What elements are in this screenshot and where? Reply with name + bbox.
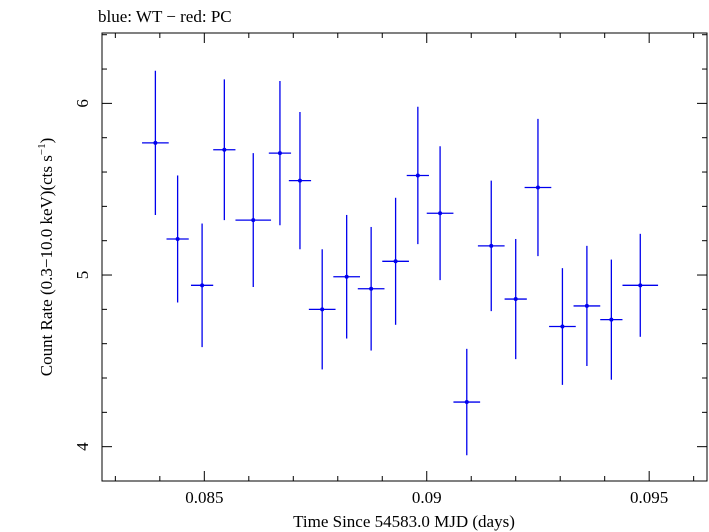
data-point xyxy=(584,303,589,308)
data-point xyxy=(200,283,205,288)
data-point xyxy=(251,218,256,223)
x-tick-label: 0.095 xyxy=(630,488,668,507)
axis-ticks xyxy=(102,33,707,482)
data-point xyxy=(438,211,443,216)
data-point xyxy=(175,236,180,241)
data-point xyxy=(222,147,227,152)
data-point xyxy=(320,307,325,312)
data-point xyxy=(393,259,398,264)
data-point xyxy=(609,317,614,322)
y-tick-label: 5 xyxy=(73,271,92,280)
y-tick-label: 4 xyxy=(73,442,92,451)
data-point xyxy=(513,297,518,302)
data-point xyxy=(489,243,494,248)
y-axis-label-close: ) xyxy=(37,138,56,144)
y-tick-label: 6 xyxy=(73,99,92,108)
y-axis-label-superscript: −1 xyxy=(36,143,48,155)
x-axis-label: Time Since 54583.0 MJD (days) xyxy=(293,512,515,531)
data-point xyxy=(277,151,282,156)
x-tick-labels: 0.085 0.09 0.095 xyxy=(185,488,668,507)
plot-frame xyxy=(101,32,708,482)
y-tick-labels: 4 5 6 xyxy=(73,99,92,451)
data-point xyxy=(153,140,158,145)
data-point xyxy=(369,286,374,291)
x-tick-label: 0.085 xyxy=(185,488,223,507)
y-axis-label-main: Count Rate (0.3−10.0 keV)(cts s xyxy=(37,155,56,376)
data-point xyxy=(560,324,565,329)
data-point xyxy=(344,274,349,279)
y-axis-label: Count Rate (0.3−10.0 keV)(cts s−1) xyxy=(36,138,56,377)
data-point xyxy=(535,185,540,190)
x-tick-label: 0.09 xyxy=(412,488,442,507)
chart-title: blue: WT − red: PC xyxy=(98,7,232,26)
data-point xyxy=(464,400,469,405)
data-point xyxy=(638,283,643,288)
data-points xyxy=(142,70,659,456)
data-point xyxy=(415,173,420,178)
data-point xyxy=(297,178,302,183)
